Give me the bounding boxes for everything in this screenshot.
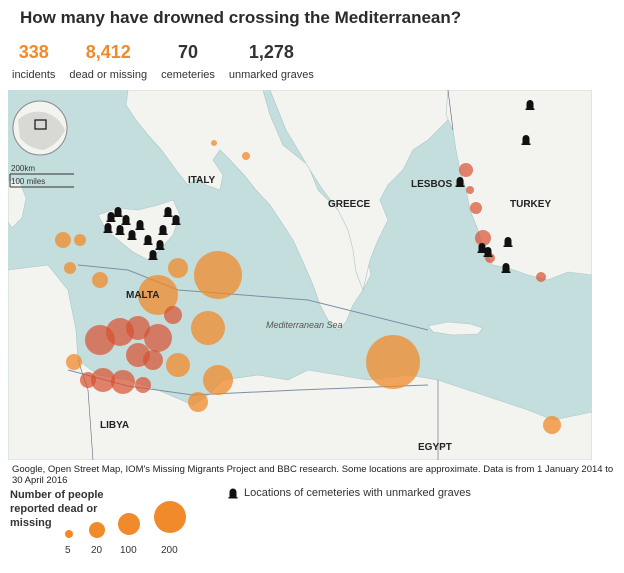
incident-bubble[interactable] xyxy=(166,353,190,377)
incident-bubble[interactable] xyxy=(366,335,420,389)
incident-bubble[interactable] xyxy=(80,372,96,388)
incident-bubble[interactable] xyxy=(475,230,491,246)
incident-bubble[interactable] xyxy=(164,306,182,324)
legend-label-100: 100 xyxy=(120,545,137,556)
stat-incidents: 338 incidents xyxy=(12,42,55,81)
size-legend: 5 20 100 200 xyxy=(65,501,186,556)
border-tunisia-libya xyxy=(77,359,94,460)
land-crete xyxy=(427,321,484,336)
border-greece-turkey xyxy=(447,90,454,131)
incident-bubble[interactable] xyxy=(211,140,217,146)
page-title: How many have drowned crossing the Medit… xyxy=(20,8,462,27)
cemetery-legend: Locations of cemeteries with unmarked gr… xyxy=(228,487,471,499)
stat-cemeteries: 70 cemeteries xyxy=(161,42,215,81)
scale-miles: 100 miles xyxy=(11,177,45,186)
stat-incidents-label: incidents xyxy=(12,69,56,81)
incident-bubble[interactable] xyxy=(536,272,546,282)
stat-dead-value: 8,412 xyxy=(85,42,131,62)
land-sardinia xyxy=(8,179,27,229)
incident-bubble[interactable] xyxy=(168,258,188,278)
stat-graves-value: 1,278 xyxy=(248,42,294,62)
scale-bar: 200km 100 miles xyxy=(9,164,74,188)
incident-bubble[interactable] xyxy=(138,275,178,315)
incident-bubble[interactable] xyxy=(144,324,172,352)
incident-bubble[interactable] xyxy=(470,202,482,214)
gravestone-icon xyxy=(228,488,238,498)
stats-row: 338 incidents 8,412 dead or missing 70 c… xyxy=(12,42,328,81)
incident-bubble[interactable] xyxy=(466,186,474,194)
incident-bubbles-dense xyxy=(80,163,546,394)
locator-globe xyxy=(12,100,68,156)
incident-bubble[interactable] xyxy=(242,152,250,160)
legend-bubble-100 xyxy=(118,513,140,535)
incident-bubble[interactable] xyxy=(74,234,86,246)
mediterranean-map[interactable]: 200km 100 miles xyxy=(8,90,592,460)
scale-km: 200km xyxy=(11,164,35,173)
incident-bubble[interactable] xyxy=(194,251,242,299)
label-egypt: EGYPT xyxy=(418,442,452,453)
legend-label-5: 5 xyxy=(65,545,71,556)
stat-dead-label: dead or missing xyxy=(69,69,148,81)
incident-bubble[interactable] xyxy=(203,365,233,395)
label-greece: GREECE xyxy=(328,199,371,210)
stat-graves: 1,278 unmarked graves xyxy=(229,42,314,81)
locator-box xyxy=(34,119,47,130)
legend-label-20: 20 xyxy=(91,545,103,556)
incident-bubble[interactable] xyxy=(92,272,108,288)
legend-bubble-5 xyxy=(65,530,73,538)
label-malta: MALTA xyxy=(126,290,160,301)
incident-bubble[interactable] xyxy=(64,262,76,274)
stat-incidents-value: 338 xyxy=(18,42,49,62)
incident-bubbles xyxy=(55,140,561,434)
incident-bubble[interactable] xyxy=(543,416,561,434)
incident-bubble[interactable] xyxy=(91,368,115,392)
stat-graves-label: unmarked graves xyxy=(228,69,314,81)
incident-bubble[interactable] xyxy=(143,350,163,370)
sea-zone-line xyxy=(77,264,429,331)
incident-bubble[interactable] xyxy=(55,232,71,248)
incident-bubble[interactable] xyxy=(459,163,473,177)
label-sea: Mediterranean Sea xyxy=(266,320,343,330)
cemetery-legend-label: Locations of cemeteries with unmarked gr… xyxy=(244,487,471,499)
incident-bubble[interactable] xyxy=(66,354,82,370)
label-italy: ITALY xyxy=(188,175,216,186)
incident-bubble[interactable] xyxy=(135,377,151,393)
stat-cemeteries-label: cemeteries xyxy=(161,69,215,81)
land-north-africa xyxy=(8,264,592,460)
label-lesbos: LESBOS xyxy=(411,179,452,190)
legend-bubble-20 xyxy=(89,522,105,538)
incident-bubble[interactable] xyxy=(126,316,150,340)
legend-bubble-200 xyxy=(154,501,186,533)
stat-cemeteries-value: 70 xyxy=(177,42,198,62)
legend-title: Number of people reported dead or missin… xyxy=(10,489,104,529)
label-libya: LIBYA xyxy=(100,420,129,431)
land-greece xyxy=(269,90,449,292)
source-note: Google, Open Street Map, IOM's Missing M… xyxy=(12,464,614,486)
incident-bubble[interactable] xyxy=(191,311,225,345)
incident-bubble[interactable] xyxy=(188,392,208,412)
legend-label-200: 200 xyxy=(161,545,178,556)
incident-bubble[interactable] xyxy=(111,370,135,394)
stat-dead: 8,412 dead or missing xyxy=(69,42,147,81)
label-turkey: TURKEY xyxy=(510,199,551,210)
